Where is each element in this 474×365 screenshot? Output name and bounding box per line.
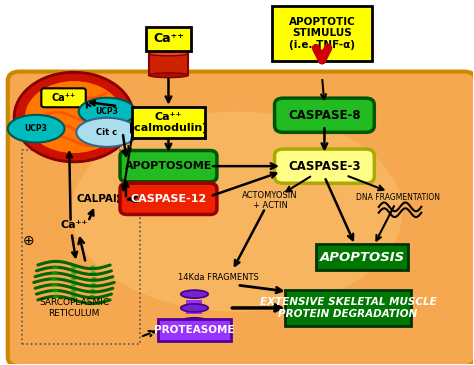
Text: Ca⁺⁺: Ca⁺⁺: [60, 220, 88, 230]
Ellipse shape: [71, 283, 77, 287]
FancyBboxPatch shape: [120, 150, 217, 182]
FancyBboxPatch shape: [273, 6, 372, 61]
Text: APOPTOSOME: APOPTOSOME: [125, 161, 212, 171]
Text: CASPASE-3: CASPASE-3: [288, 160, 361, 173]
Ellipse shape: [181, 318, 208, 326]
Text: APOPTOTIC
STIMULUS
(i.e. TNF-α): APOPTOTIC STIMULUS (i.e. TNF-α): [289, 17, 356, 50]
FancyBboxPatch shape: [146, 27, 191, 51]
Ellipse shape: [71, 271, 77, 275]
Text: CASPASE-12: CASPASE-12: [130, 194, 207, 204]
Text: CASPASE-8: CASPASE-8: [288, 109, 361, 122]
Ellipse shape: [25, 81, 123, 153]
Ellipse shape: [14, 72, 134, 162]
FancyBboxPatch shape: [120, 183, 217, 215]
Ellipse shape: [79, 98, 136, 126]
Text: +: +: [123, 143, 134, 156]
FancyBboxPatch shape: [41, 88, 86, 107]
Ellipse shape: [89, 295, 95, 298]
Ellipse shape: [52, 271, 57, 275]
Text: Ca⁺⁺
[calmodulin]: Ca⁺⁺ [calmodulin]: [129, 112, 208, 134]
Ellipse shape: [149, 73, 188, 78]
Bar: [149, 53, 188, 75]
Ellipse shape: [51, 277, 57, 281]
Ellipse shape: [52, 289, 58, 292]
Ellipse shape: [71, 277, 77, 281]
Text: 14Kda FRAGMENTS: 14Kda FRAGMENTS: [178, 273, 258, 282]
Ellipse shape: [90, 289, 96, 292]
Ellipse shape: [72, 112, 402, 312]
Text: SARCOPLASMIC
RETICULUM: SARCOPLASMIC RETICULUM: [39, 298, 109, 318]
Ellipse shape: [181, 290, 208, 298]
FancyBboxPatch shape: [132, 107, 205, 138]
FancyBboxPatch shape: [274, 98, 374, 132]
Ellipse shape: [90, 265, 96, 269]
Ellipse shape: [71, 265, 77, 269]
FancyBboxPatch shape: [285, 290, 410, 326]
Ellipse shape: [8, 115, 64, 142]
Ellipse shape: [76, 118, 138, 147]
Text: Ca⁺⁺: Ca⁺⁺: [153, 32, 184, 45]
Text: ACTOMYOSIN
+ ACTIN: ACTOMYOSIN + ACTIN: [242, 191, 298, 210]
Ellipse shape: [52, 283, 57, 287]
Ellipse shape: [149, 51, 188, 56]
Ellipse shape: [71, 295, 77, 298]
Bar: [186, 300, 202, 315]
FancyBboxPatch shape: [274, 149, 374, 183]
Ellipse shape: [53, 295, 59, 298]
Text: UCP3: UCP3: [96, 107, 118, 116]
Text: EXTENSIVE SKELETAL MUSCLE
PROTEIN DEGRADATION: EXTENSIVE SKELETAL MUSCLE PROTEIN DEGRAD…: [260, 297, 437, 319]
Ellipse shape: [52, 265, 58, 269]
FancyBboxPatch shape: [316, 244, 408, 270]
FancyBboxPatch shape: [8, 72, 474, 365]
FancyBboxPatch shape: [158, 319, 231, 341]
Text: Ca⁺⁺: Ca⁺⁺: [51, 93, 76, 103]
Bar: [22, 150, 140, 344]
Ellipse shape: [91, 271, 96, 275]
Ellipse shape: [91, 277, 97, 281]
Text: UCP3: UCP3: [25, 124, 47, 133]
Text: DNA FRAGMENTATION: DNA FRAGMENTATION: [356, 193, 440, 201]
Ellipse shape: [91, 283, 96, 287]
Text: APOPTOSIS: APOPTOSIS: [319, 250, 405, 264]
Text: PROTEASOME: PROTEASOME: [154, 325, 235, 335]
Ellipse shape: [181, 304, 208, 312]
Text: CALPAINS: CALPAINS: [76, 194, 133, 204]
Text: ⊕: ⊕: [23, 234, 35, 248]
Ellipse shape: [71, 289, 77, 292]
Text: Cit c: Cit c: [97, 128, 118, 137]
